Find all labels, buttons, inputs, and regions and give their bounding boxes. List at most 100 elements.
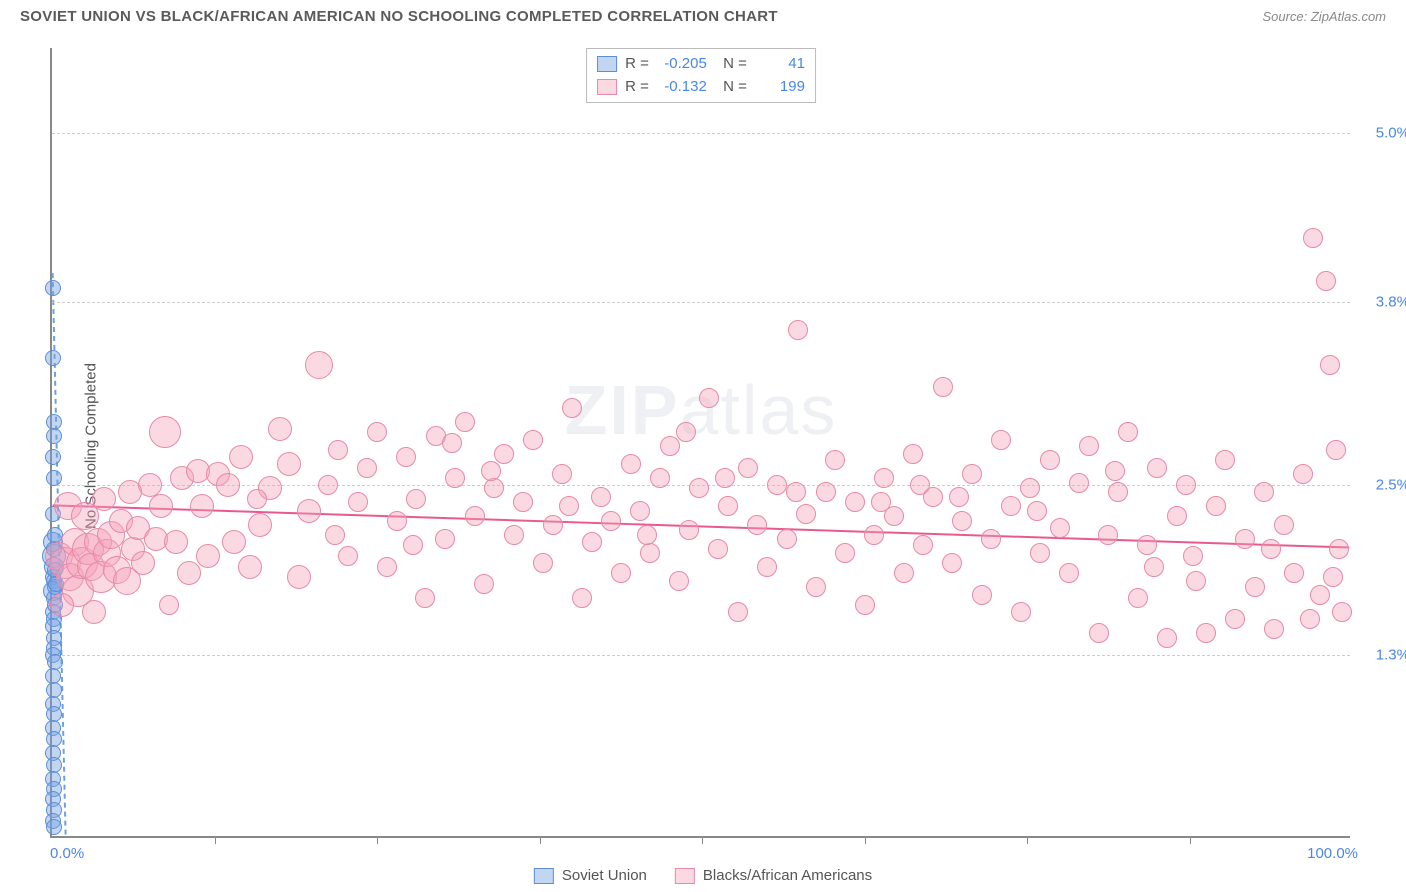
x-tick xyxy=(377,836,378,844)
scatter-point-black xyxy=(1137,535,1157,555)
scatter-point-black xyxy=(177,561,201,585)
scatter-point-black xyxy=(1235,529,1255,549)
stats-row-black: R =-0.132 N =199 xyxy=(597,76,805,99)
scatter-point-black xyxy=(1186,571,1206,591)
scatter-point-black xyxy=(855,595,875,615)
scatter-point-black xyxy=(1079,436,1099,456)
swatch-soviet xyxy=(597,56,617,72)
scatter-point-black xyxy=(747,515,767,535)
scatter-point-black xyxy=(630,501,650,521)
scatter-point-black xyxy=(387,511,407,531)
scatter-point-black xyxy=(1050,518,1070,538)
scatter-point-black xyxy=(131,551,155,575)
scatter-point-black xyxy=(864,525,884,545)
scatter-point-black xyxy=(816,482,836,502)
scatter-point-black xyxy=(229,445,253,469)
scatter-point-black xyxy=(825,450,845,470)
y-tick-label: 3.8% xyxy=(1355,293,1406,310)
scatter-point-black xyxy=(972,585,992,605)
x-tick xyxy=(865,836,866,844)
scatter-point-black xyxy=(415,588,435,608)
stat-n-value: 199 xyxy=(755,76,805,99)
scatter-point-black xyxy=(621,454,641,474)
scatter-point-black xyxy=(1196,623,1216,643)
scatter-point-black xyxy=(357,458,377,478)
scatter-point-black xyxy=(149,416,181,448)
scatter-point-black xyxy=(287,565,311,589)
scatter-point-black xyxy=(991,430,1011,450)
scatter-point-black xyxy=(1108,482,1128,502)
scatter-point-black xyxy=(1225,609,1245,629)
legend-label: Blacks/African Americans xyxy=(703,867,872,884)
scatter-point-black xyxy=(305,351,333,379)
x-tick xyxy=(702,836,703,844)
scatter-point-black xyxy=(1183,546,1203,566)
scatter-point-black xyxy=(118,480,142,504)
scatter-point-black xyxy=(1316,271,1336,291)
scatter-point-black xyxy=(1264,619,1284,639)
scatter-point-black xyxy=(159,595,179,615)
scatter-point-black xyxy=(238,555,262,579)
scatter-point-black xyxy=(572,588,592,608)
scatter-point-black xyxy=(455,412,475,432)
gridline-h xyxy=(52,302,1350,303)
scatter-point-black xyxy=(1147,458,1167,478)
stat-n-label: N = xyxy=(715,76,747,99)
scatter-point-black xyxy=(1020,478,1040,498)
scatter-point-black xyxy=(949,487,969,507)
scatter-point-black xyxy=(962,464,982,484)
scatter-point-black xyxy=(796,504,816,524)
scatter-point-black xyxy=(484,478,504,498)
scatter-point-black xyxy=(1027,501,1047,521)
scatter-point-black xyxy=(328,440,348,460)
scatter-point-black xyxy=(222,530,246,554)
scatter-point-black xyxy=(1105,461,1125,481)
swatch-black xyxy=(597,79,617,95)
chart-title: SOVIET UNION VS BLACK/AFRICAN AMERICAN N… xyxy=(20,8,778,25)
scatter-point-black xyxy=(1320,355,1340,375)
scatter-point-black xyxy=(1300,609,1320,629)
y-tick-label: 1.3% xyxy=(1355,646,1406,663)
stats-row-soviet: R =-0.205 N =41 xyxy=(597,53,805,76)
scatter-point-black xyxy=(952,511,972,531)
stat-r-value: -0.132 xyxy=(657,76,707,99)
y-tick-label: 2.5% xyxy=(1355,477,1406,494)
scatter-point-soviet xyxy=(45,350,61,366)
scatter-point-black xyxy=(403,535,423,555)
scatter-point-black xyxy=(1128,588,1148,608)
scatter-point-black xyxy=(1303,228,1323,248)
scatter-point-black xyxy=(367,422,387,442)
scatter-point-black xyxy=(806,577,826,597)
stat-n-label: N = xyxy=(715,53,747,76)
scatter-point-black xyxy=(708,539,728,559)
scatter-point-black xyxy=(149,494,173,518)
scatter-point-black xyxy=(248,513,272,537)
scatter-point-black xyxy=(1254,482,1274,502)
scatter-point-black xyxy=(82,600,106,624)
scatter-point-black xyxy=(406,489,426,509)
scatter-point-black xyxy=(1167,506,1187,526)
scatter-point-black xyxy=(559,496,579,516)
scatter-point-black xyxy=(338,546,358,566)
scatter-point-black xyxy=(481,461,501,481)
swatch-soviet xyxy=(534,868,554,884)
scatter-point-black xyxy=(894,563,914,583)
scatter-point-black xyxy=(552,464,572,484)
scatter-point-soviet xyxy=(46,428,62,444)
legend-item-black: Blacks/African Americans xyxy=(675,867,872,884)
scatter-point-black xyxy=(523,430,543,450)
scatter-point-black xyxy=(348,492,368,512)
scatter-point-black xyxy=(1069,473,1089,493)
scatter-point-black xyxy=(474,574,494,594)
scatter-point-black xyxy=(247,489,267,509)
legend-label: Soviet Union xyxy=(562,867,647,884)
scatter-point-black xyxy=(277,452,301,476)
scatter-point-black xyxy=(465,506,485,526)
scatter-point-black xyxy=(689,478,709,498)
scatter-point-black xyxy=(910,475,930,495)
scatter-point-black xyxy=(1176,475,1196,495)
scatter-point-black xyxy=(494,444,514,464)
scatter-point-black xyxy=(396,447,416,467)
scatter-point-black xyxy=(504,525,524,545)
scatter-point-black xyxy=(1323,567,1343,587)
